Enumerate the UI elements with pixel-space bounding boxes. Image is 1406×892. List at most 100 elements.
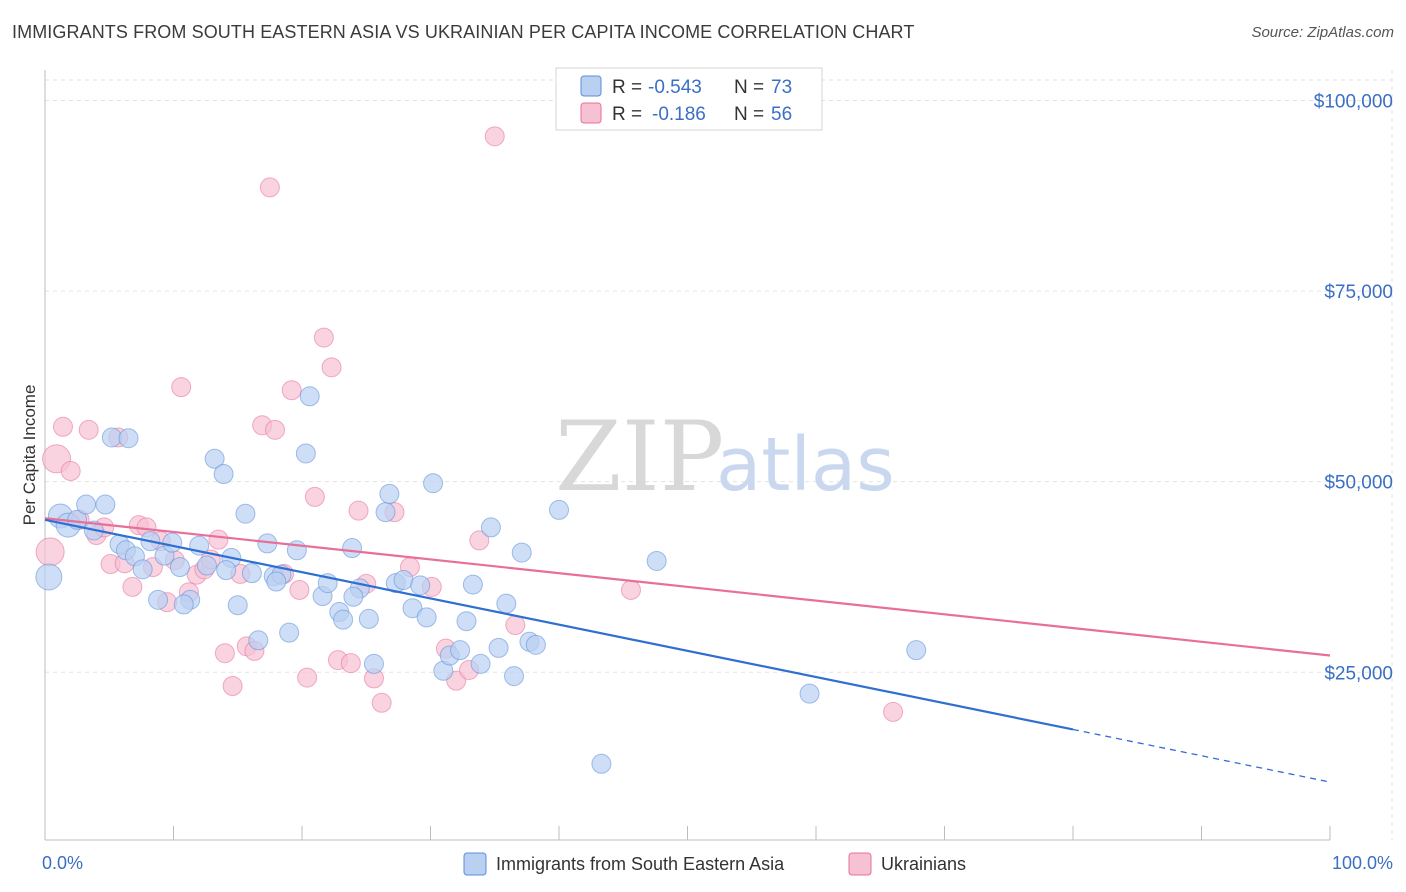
point-ukrainians	[883, 701, 904, 722]
point-sea	[470, 653, 491, 674]
point-sea	[504, 666, 525, 687]
point-sea	[379, 483, 400, 504]
bottom-legend: Immigrants from South Eastern Asia Ukrai…	[463, 852, 966, 876]
point-sea	[101, 427, 122, 448]
point-sea	[216, 560, 237, 581]
y-tick-label: $100,000	[1314, 91, 1393, 112]
point-ukrainians	[52, 416, 73, 437]
bottom-legend-swatch-pink	[848, 852, 872, 876]
point-sea	[799, 683, 820, 704]
point-sea	[511, 542, 532, 563]
point-sea	[169, 557, 190, 578]
point-ukrainians	[35, 537, 65, 567]
point-ukrainians	[171, 377, 192, 398]
point-sea	[118, 428, 139, 449]
point-sea	[423, 473, 444, 494]
point-sea	[906, 640, 927, 661]
point-sea	[213, 464, 234, 485]
point-ukrainians	[265, 419, 286, 440]
point-sea	[76, 494, 97, 515]
point-sea	[235, 503, 256, 524]
point-sea	[248, 630, 269, 651]
y-axis-title: Per Capita Income	[20, 385, 39, 526]
legend-n-label-2: N =	[734, 104, 764, 125]
point-sea	[480, 517, 501, 538]
point-ukrainians	[281, 380, 302, 401]
trend-line-sea-extension	[1072, 728, 1331, 783]
legend-swatch-blue	[580, 75, 602, 97]
legend: R = -0.543 N = 73 R = -0.186 N = 56	[555, 67, 823, 131]
bottom-legend-label-ukr: Ukrainians	[881, 854, 966, 874]
point-sea	[456, 611, 477, 632]
point-sea	[173, 594, 194, 615]
point-sea	[358, 608, 379, 629]
chart-title: IMMIGRANTS FROM SOUTH EASTERN ASIA VS UK…	[12, 22, 915, 42]
point-sea	[496, 593, 517, 614]
trend-line-ukrainians	[44, 517, 1331, 657]
point-sea	[549, 499, 569, 520]
trend-line-sea	[44, 518, 1074, 731]
point-ukrainians	[484, 126, 505, 147]
point-sea	[450, 640, 471, 661]
point-ukrainians	[304, 486, 325, 507]
point-sea	[402, 598, 423, 619]
bottom-legend-label-sea: Immigrants from South Eastern Asia	[496, 854, 785, 874]
point-sea	[375, 502, 396, 523]
y-tick-labels: $25,000 $50,000 $75,000 $100,000	[1314, 91, 1393, 684]
y-tick-label: $50,000	[1324, 473, 1393, 494]
point-sea	[363, 653, 384, 674]
x-tick-label-max: 100.0%	[1332, 853, 1393, 873]
trend-lines	[44, 517, 1331, 783]
watermark-zip: ZIP	[555, 401, 724, 513]
y-tick-label: $25,000	[1324, 663, 1393, 684]
legend-r-label-1: R =	[612, 77, 642, 98]
point-ukrainians	[122, 576, 143, 597]
point-ukrainians	[469, 530, 490, 551]
point-sea	[462, 574, 483, 595]
point-ukrainians	[321, 357, 342, 378]
point-ukrainians	[313, 327, 334, 348]
point-sea	[342, 538, 363, 559]
source-label: Source: ZipAtlas.com	[1251, 24, 1394, 41]
legend-n-value-1: 73	[771, 77, 792, 98]
bottom-legend-swatch-blue	[463, 852, 487, 876]
point-ukrainians	[222, 676, 243, 696]
point-sea	[196, 555, 217, 576]
point-sea	[295, 443, 316, 464]
point-sea	[162, 532, 183, 553]
point-ukrainians	[505, 615, 526, 636]
point-sea	[227, 595, 248, 616]
point-sea	[525, 634, 546, 655]
point-sea	[410, 575, 431, 596]
legend-swatch-pink	[580, 102, 602, 124]
point-sea	[35, 563, 63, 591]
point-sea	[132, 559, 153, 580]
point-ukrainians	[259, 177, 280, 198]
point-ukrainians	[348, 500, 369, 521]
point-sea	[343, 586, 364, 607]
point-ukrainians	[214, 643, 235, 664]
point-ukrainians	[371, 692, 392, 713]
point-sea	[266, 571, 287, 592]
point-sea	[488, 637, 509, 658]
point-sea	[646, 550, 667, 571]
point-sea	[148, 589, 169, 610]
point-sea	[299, 386, 320, 407]
watermark: ZIP atlas	[555, 401, 895, 513]
point-sea	[204, 448, 225, 469]
legend-r-value-2: -0.186	[652, 104, 706, 125]
point-sea	[591, 753, 612, 774]
x-tick-label-min: 0.0%	[42, 853, 83, 873]
watermark-atlas: atlas	[716, 422, 895, 508]
point-ukrainians	[60, 461, 81, 482]
legend-n-value-2: 56	[771, 104, 792, 125]
y-tick-label: $75,000	[1324, 282, 1393, 303]
point-sea	[393, 570, 414, 591]
point-ukrainians	[208, 529, 229, 550]
point-sea	[416, 607, 437, 628]
series-sea-points	[35, 386, 927, 774]
point-sea	[241, 563, 262, 584]
legend-r-label-2: R =	[612, 104, 642, 125]
point-sea	[279, 622, 300, 643]
